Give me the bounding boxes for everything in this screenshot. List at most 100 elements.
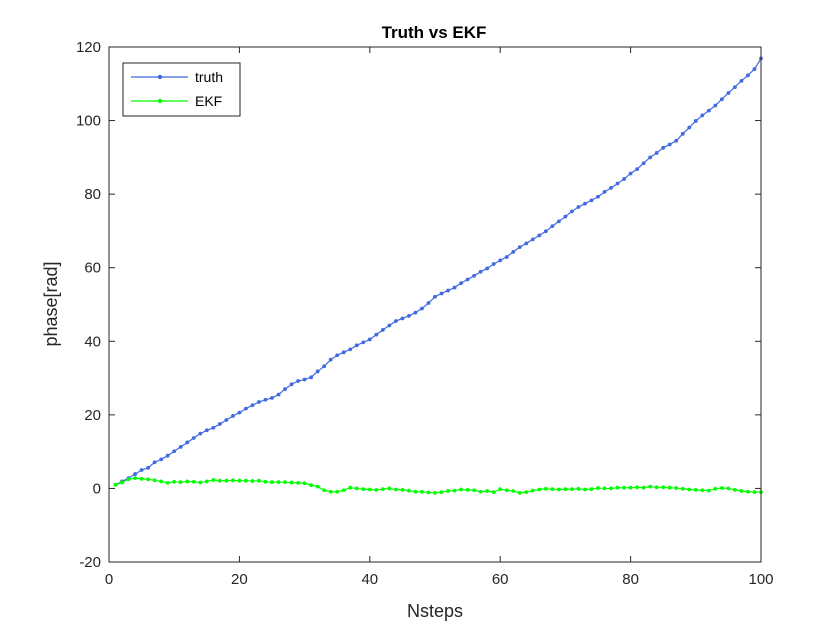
data-point-ekf xyxy=(700,488,705,493)
data-point-ekf xyxy=(648,484,653,489)
data-point-truth xyxy=(504,255,509,259)
data-point-truth xyxy=(661,145,666,150)
data-point-ekf xyxy=(407,488,411,493)
data-point-truth xyxy=(276,392,281,397)
data-point-ekf xyxy=(380,487,385,492)
data-point-ekf xyxy=(596,486,600,490)
data-point-ekf xyxy=(628,485,633,490)
data-point-ekf xyxy=(439,490,444,495)
data-point-truth xyxy=(576,205,581,209)
data-point-truth xyxy=(602,190,607,194)
data-point-ekf xyxy=(485,489,490,493)
x-tick-label: 80 xyxy=(622,571,639,588)
legend-entry-truth: truth xyxy=(131,69,223,85)
data-point-truth xyxy=(309,375,314,380)
data-point-truth xyxy=(335,353,340,358)
data-point-ekf xyxy=(139,476,144,481)
data-point-truth xyxy=(133,472,137,476)
data-point-truth xyxy=(446,288,450,293)
data-point-ekf xyxy=(178,480,183,485)
data-point-truth xyxy=(139,468,144,472)
data-point-ekf xyxy=(719,486,724,490)
data-point-truth xyxy=(543,229,548,234)
series-line-ekf xyxy=(115,477,761,494)
data-point-ekf xyxy=(367,487,372,492)
data-point-ekf xyxy=(446,489,450,493)
data-point-truth xyxy=(635,167,640,172)
data-point-truth xyxy=(289,382,294,387)
data-point-truth xyxy=(550,224,555,229)
x-tick-label: 60 xyxy=(492,571,509,588)
legend-label-ekf: EKF xyxy=(195,93,222,109)
data-point-truth xyxy=(733,85,737,89)
data-point-truth xyxy=(511,249,516,254)
data-point-truth xyxy=(693,119,698,123)
data-point-truth xyxy=(433,294,437,299)
data-point-truth xyxy=(674,138,679,143)
data-point-truth xyxy=(622,177,626,181)
data-point-ekf xyxy=(667,485,672,490)
data-point-ekf xyxy=(198,480,203,485)
data-point-truth xyxy=(654,151,659,155)
data-point-ekf xyxy=(420,489,424,494)
data-point-ekf xyxy=(263,479,268,484)
data-point-ekf xyxy=(204,479,209,484)
data-point-ekf xyxy=(537,487,542,492)
data-point-truth xyxy=(328,357,333,362)
data-point-truth xyxy=(570,209,574,214)
data-point-truth xyxy=(680,131,685,136)
data-point-ekf xyxy=(335,489,340,494)
data-point-ekf xyxy=(517,490,522,495)
data-point-ekf xyxy=(693,488,698,492)
data-point-truth xyxy=(211,425,216,430)
data-point-ekf xyxy=(615,485,620,490)
data-point-ekf xyxy=(211,478,216,482)
data-point-truth xyxy=(152,460,157,465)
data-point-truth xyxy=(400,316,405,321)
data-point-truth xyxy=(374,332,379,337)
data-point-truth xyxy=(752,67,757,71)
data-point-ekf xyxy=(589,487,594,492)
data-point-truth xyxy=(746,73,750,78)
data-point-truth xyxy=(498,258,503,263)
legend-box xyxy=(122,62,241,117)
data-point-ekf xyxy=(713,486,718,491)
y-tick-label: 0 xyxy=(93,480,101,497)
data-point-ekf xyxy=(752,490,757,495)
data-point-truth xyxy=(413,310,418,315)
data-point-ekf xyxy=(472,488,477,493)
data-point-truth xyxy=(563,214,568,219)
data-point-truth xyxy=(354,343,359,348)
data-point-ekf xyxy=(400,488,405,492)
data-point-truth xyxy=(244,406,248,411)
data-point-ekf xyxy=(230,478,235,483)
x-tick-label: 0 xyxy=(105,571,113,588)
data-point-ekf xyxy=(602,486,607,491)
data-point-ekf xyxy=(191,479,196,484)
legend-marker-ekf xyxy=(157,98,163,104)
data-point-truth xyxy=(713,103,718,108)
data-point-ekf xyxy=(270,480,274,485)
data-point-truth xyxy=(517,245,522,250)
data-point-truth xyxy=(224,418,229,422)
y-tick-label: 80 xyxy=(84,186,101,203)
data-point-truth xyxy=(452,285,457,290)
data-point-ekf xyxy=(276,480,281,485)
data-point-truth xyxy=(315,369,320,374)
series-truth xyxy=(113,56,763,487)
data-point-truth xyxy=(367,337,372,342)
data-point-ekf xyxy=(315,484,320,489)
data-point-ekf xyxy=(687,487,692,492)
data-point-truth xyxy=(296,379,300,383)
data-point-truth xyxy=(530,237,535,242)
data-point-truth xyxy=(478,269,483,274)
data-point-truth xyxy=(609,185,613,190)
data-point-ekf xyxy=(296,481,300,485)
data-point-truth xyxy=(628,171,633,176)
data-point-ekf xyxy=(354,486,359,491)
y-tick-label: 120 xyxy=(76,39,101,56)
axes-box xyxy=(108,46,762,563)
data-point-ekf xyxy=(302,481,307,486)
data-point-ekf xyxy=(413,489,418,494)
